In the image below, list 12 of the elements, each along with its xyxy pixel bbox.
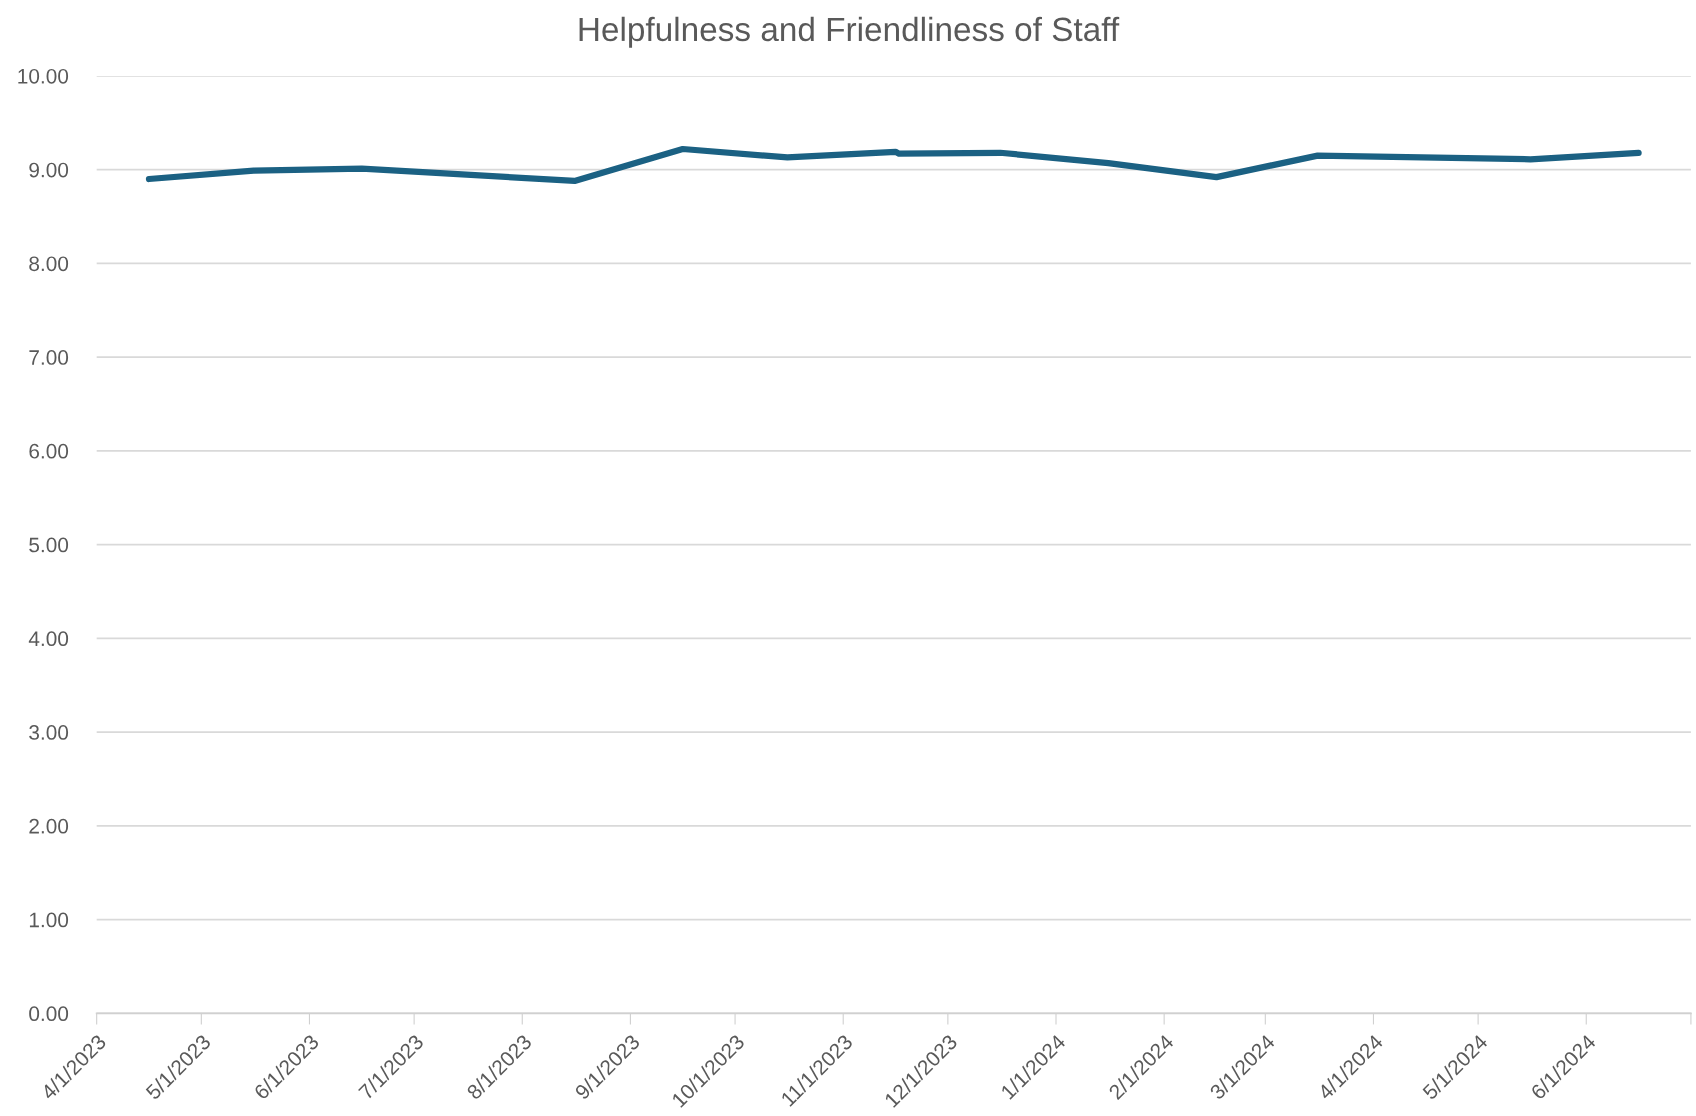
y-tick-label: 4.00 — [28, 631, 69, 647]
y-tick-label: 2.00 — [29, 818, 69, 834]
y-tick-label: 10.00 — [18, 68, 69, 84]
y-tick-label: 1.00 — [29, 912, 69, 928]
y-tick-label: 5.00 — [29, 537, 69, 553]
y-tick-label: 0.00 — [29, 1006, 69, 1022]
y-tick-label: 8.00 — [29, 256, 69, 272]
y-tick-label: 9.00 — [29, 162, 69, 178]
y-tick-label: 7.00 — [29, 350, 69, 365]
chart-title: Helpfulness and Friendliness of Staff — [579, 16, 1120, 48]
y-tick-label: 6.00 — [29, 443, 69, 459]
y-tick-label: 3.00 — [29, 725, 69, 740]
